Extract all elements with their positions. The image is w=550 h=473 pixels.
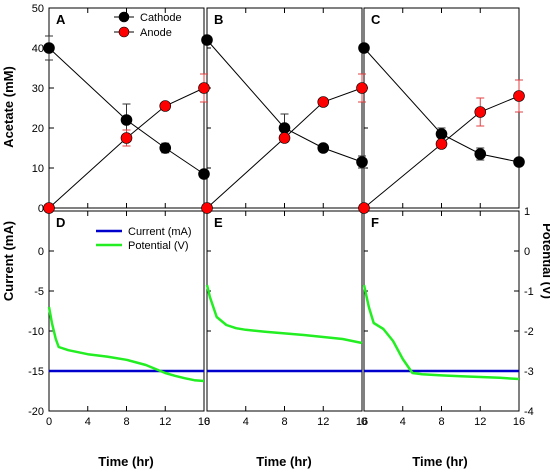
- anode-line-c: [363, 95, 520, 209]
- x-tick-label-e-1: 4: [243, 416, 249, 428]
- x-tick-label-f-0: 0: [361, 416, 367, 428]
- y2-tick-label-f-1: -3: [524, 366, 534, 378]
- panel-frame-f: [363, 210, 520, 412]
- y2-tick-label-f-4: 0: [524, 246, 530, 258]
- y-tick-label-a-3: 30: [32, 83, 44, 95]
- panel-frame-e: [206, 210, 363, 412]
- y2-tick-label-f-2: -2: [524, 326, 534, 338]
- anode-point-a-3: [198, 82, 210, 94]
- x-tick-label-d-3: 12: [159, 416, 171, 428]
- anode-line-a: [48, 87, 205, 209]
- x-axis-label-d: Time (hr): [98, 454, 153, 469]
- cathode-point-b-2: [317, 142, 330, 154]
- potential-series-line-f: [362, 284, 520, 381]
- y-tick-label-a-5: 50: [32, 3, 44, 15]
- anode-point-b-2: [317, 96, 330, 108]
- anode-point-c-1: [435, 138, 448, 150]
- x-tick-label-f-1: 4: [400, 416, 406, 428]
- x-tick-label-e-0: 0: [204, 416, 210, 428]
- cathode-line-b: [206, 39, 363, 163]
- x-tick-label-d-1: 4: [85, 416, 91, 428]
- x-tick-label-d-4: 16: [198, 416, 210, 428]
- cathode-point-a-2: [159, 142, 172, 154]
- x-tick-label-f-3: 12: [474, 416, 486, 428]
- x-axis-label-e: Time (hr): [256, 454, 311, 469]
- anode-line-b: [206, 87, 363, 209]
- y-tick-label-d-0: -20: [28, 406, 44, 418]
- panel-letter-e: E: [214, 215, 223, 230]
- anode-point-b-0: [201, 202, 213, 214]
- y-axis-label-potential: Potential (V): [540, 223, 550, 299]
- y2-tick-label-f-0: -4: [524, 406, 534, 418]
- cathode-point-b-0: [201, 34, 213, 46]
- y-axis-label-current: Current (mA): [1, 221, 16, 301]
- panel-frame-c: [363, 7, 520, 209]
- cathode-point-a-0: [43, 42, 55, 54]
- panel-letter-d: D: [56, 215, 65, 230]
- x-tick-label-f-2: 8: [438, 416, 444, 428]
- cathode-point-c-0: [358, 42, 370, 54]
- y-tick-label-a-0: 0: [38, 203, 44, 215]
- y-tick-label-a-4: 40: [32, 43, 44, 55]
- cathode-point-c-3: [513, 156, 525, 168]
- y-tick-label-d-3: -5: [34, 286, 44, 298]
- y-tick-label-a-2: 20: [32, 123, 44, 135]
- cathode-line-c: [363, 47, 520, 163]
- cathode-line-a: [48, 47, 205, 175]
- cathode-point-a-3: [198, 168, 210, 180]
- data-layer: [43, 34, 525, 383]
- anode-point-a-2: [159, 100, 172, 112]
- cathode-point-c-1: [435, 128, 448, 140]
- cathode-point-b-1: [278, 122, 291, 134]
- y2-tick-label-f-3: -1: [524, 286, 534, 298]
- x-tick-label-d-2: 8: [123, 416, 129, 428]
- panel-letter-f: F: [371, 215, 379, 230]
- potential-series-line-e: [205, 284, 363, 345]
- anode-point-c-0: [358, 202, 370, 214]
- anode-point-b-3: [356, 82, 368, 94]
- legend-marker-cathode: [118, 11, 130, 23]
- anode-point-c-3: [513, 90, 525, 102]
- y-tick-label-d-1: -15: [28, 366, 44, 378]
- legend-marker-anode: [118, 26, 130, 38]
- legend-label-anode: Anode: [140, 27, 172, 39]
- legend-label-current: Current (mA): [128, 226, 192, 238]
- y-axis-label-acetate: Acetate (mM): [1, 66, 16, 148]
- panel-letter-b: B: [214, 12, 223, 27]
- panel-frames: [48, 7, 520, 412]
- anode-point-b-1: [278, 132, 291, 144]
- cathode-point-c-2: [474, 148, 487, 160]
- panel-frame-b: [206, 7, 363, 209]
- panel-letter-c: C: [371, 12, 381, 27]
- x-tick-label-e-2: 8: [281, 416, 287, 428]
- potential-series-line-d: [47, 306, 205, 383]
- cathode-point-a-1: [120, 114, 133, 126]
- x-tick-label-e-4: 16: [356, 416, 368, 428]
- panel-letter-a: A: [56, 12, 66, 27]
- y-tick-label-a-1: 10: [32, 163, 44, 175]
- legend-label-potential: Potential (V): [128, 240, 189, 252]
- anode-point-a-0: [43, 202, 55, 214]
- legend-label-cathode: Cathode: [140, 12, 182, 24]
- y2-tick-label-f-5: 1: [524, 206, 530, 218]
- cathode-point-b-3: [356, 156, 368, 168]
- x-tick-label-d-0: 0: [46, 416, 52, 428]
- y-tick-label-d-2: -10: [28, 326, 44, 338]
- anode-point-a-1: [120, 132, 133, 144]
- x-tick-label-e-3: 12: [317, 416, 329, 428]
- anode-point-c-2: [474, 106, 487, 118]
- x-tick-label-f-4: 16: [513, 416, 525, 428]
- x-axis-label-f: Time (hr): [412, 454, 467, 469]
- y-tick-label-d-4: 0: [38, 246, 44, 258]
